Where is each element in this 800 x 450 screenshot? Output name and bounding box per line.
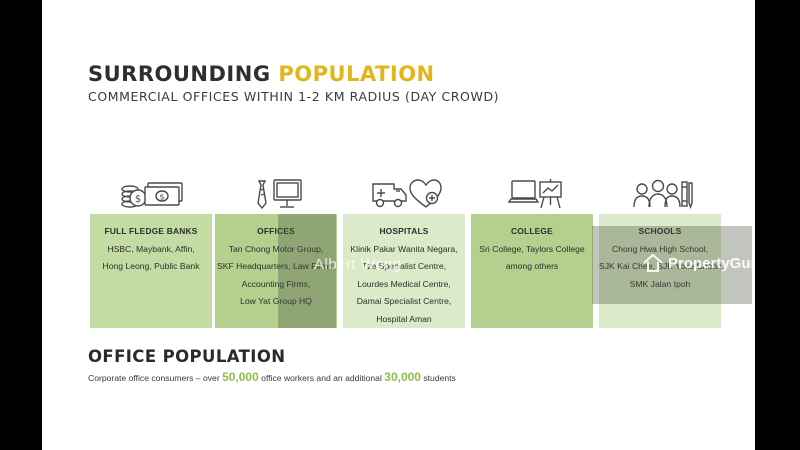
svg-text:$: $: [159, 193, 164, 202]
category-line: HSBC, Maybank, Affin,: [107, 243, 195, 254]
category-line: Lourdes Medical Centre,: [357, 278, 451, 289]
slide: SURROUNDING POPULATION COMMERCIAL OFFICE…: [42, 0, 755, 450]
category-line: Sri College, Taylors College: [479, 243, 585, 254]
office-tie-monitor-icon: [254, 177, 304, 211]
category-heading: OFFICES: [257, 226, 295, 236]
office-population-description: Corporate office consumers – over 50,000…: [88, 370, 456, 384]
brand-watermark: PropertyGuru: [642, 253, 755, 273]
category-line: Accounting Firms,: [241, 278, 311, 289]
students-count: 30,000: [384, 370, 421, 384]
category-offices: OFFICES Tan Chong Motor Group, SKF Headq…: [215, 214, 337, 328]
laptop-presentation-icon: [508, 177, 564, 211]
page-subtitle: COMMERCIAL OFFICES WITHIN 1-2 KM RADIUS …: [88, 89, 500, 104]
house-logo-icon: [643, 253, 663, 272]
ambulance-heart-icon: [370, 177, 442, 211]
category-heading: SCHOOLS: [638, 226, 682, 236]
title-highlight: POPULATION: [278, 62, 435, 86]
page-title: SURROUNDING POPULATION: [88, 62, 435, 86]
category-line: SJK Kai Chee, SJK Yoke Choon,: [599, 261, 725, 272]
category-line: Hong Leong, Public Bank: [102, 261, 200, 272]
students-books-icon: [632, 177, 694, 211]
category-line: Klinik Pakar Wanita Negara,: [350, 243, 458, 254]
money-coins-icon: $ $: [120, 177, 186, 211]
category-banks: FULL FLEDGE BANKS HSBC, Maybank, Affin, …: [90, 214, 212, 328]
title-main: SURROUNDING: [88, 62, 271, 86]
category-line: Chong Hwa High School,: [611, 243, 709, 254]
category-schools: SCHOOLS Chong Hwa High School, SJK Kai C…: [599, 214, 725, 328]
category-college: COLLEGE Sri College, Taylors College amo…: [471, 214, 593, 328]
agent-watermark: Albert Wong: [314, 256, 402, 273]
category-line: among others: [505, 261, 559, 272]
category-heading: HOSPITALS: [379, 226, 429, 236]
category-line: Damai Specialist Centre,: [356, 296, 452, 307]
desc-text: Corporate office consumers – over: [88, 373, 223, 383]
category-line: SMK Jalan Ipoh: [629, 278, 691, 289]
watermark-overlay: [278, 214, 336, 328]
category-hospitals: HOSPITALS Klinik Pakar Wanita Negara, Tz…: [343, 214, 465, 328]
category-line: Hospital Aman: [376, 313, 432, 324]
svg-text:$: $: [135, 194, 141, 205]
office-workers-count: 50,000: [222, 370, 259, 384]
category-line: Low Yat Group HQ: [240, 296, 312, 307]
desc-text: office workers and an additional: [258, 373, 385, 383]
category-line: Tze Specialist Centre,: [361, 261, 447, 272]
category-line: SKF Headquarters, Law Firms,: [217, 261, 335, 272]
desc-text: students: [420, 373, 456, 383]
category-heading: FULL FLEDGE BANKS: [104, 226, 198, 236]
brand-watermark-text: PropertyGuru: [668, 254, 755, 272]
watermark-overlay: [592, 226, 752, 304]
office-population-title: OFFICE POPULATION: [88, 347, 286, 366]
category-line: Tan Chong Motor Group,: [228, 243, 324, 254]
category-heading: COLLEGE: [511, 226, 553, 236]
